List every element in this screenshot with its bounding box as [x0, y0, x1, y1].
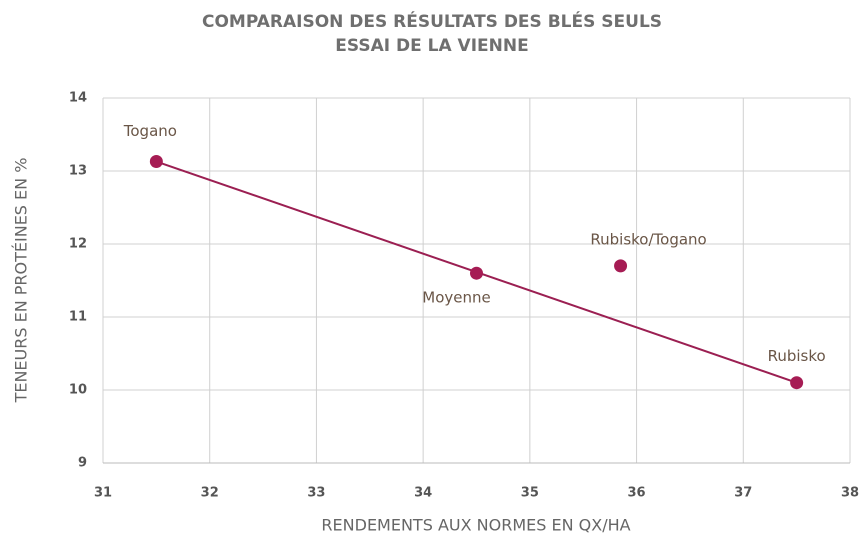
x-tick-label: 35	[521, 486, 539, 501]
x-axis-label: RENDEMENTS AUX NORMES EN QX/HA	[321, 516, 630, 535]
point	[790, 376, 804, 390]
y-tick-label: 10	[69, 383, 87, 398]
y-tick-label: 13	[69, 164, 87, 179]
x-tick-label: 34	[414, 486, 432, 501]
x-tick-label: 38	[841, 486, 859, 501]
chart-title: COMPARAISON DES RÉSULTATS DES BLÉS SEULS	[202, 10, 662, 32]
x-tick-label: 33	[307, 486, 325, 501]
point	[149, 155, 163, 169]
point	[614, 259, 628, 273]
y-tick-label: 12	[69, 237, 87, 252]
y-axis-label: TENEURS EN PROTÉINES EN %	[12, 158, 31, 404]
y-tick-label: 11	[69, 310, 87, 325]
point-label: Moyenne	[422, 289, 490, 307]
point	[470, 266, 483, 280]
x-tick-label: 31	[94, 486, 112, 501]
point-label: Rubisko	[768, 347, 826, 365]
x-tick-label: 32	[201, 486, 219, 501]
y-tick-label: 14	[69, 91, 87, 106]
x-tick-label: 37	[734, 486, 752, 501]
x-tick-label: 36	[628, 486, 646, 501]
y-tick-label: 9	[78, 456, 87, 471]
point-label: Togano	[123, 122, 177, 140]
chart-subtitle: ESSAI DE LA VIENNE	[335, 36, 528, 56]
point-label: Rubisko/Togano	[590, 230, 706, 248]
